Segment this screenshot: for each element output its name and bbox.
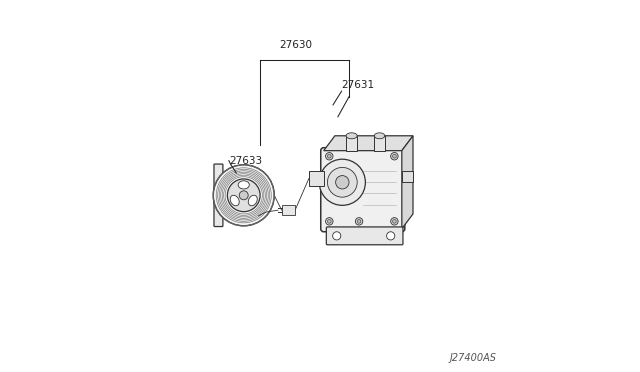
Bar — [282, 205, 295, 215]
Bar — [402, 171, 413, 182]
Text: J27400AS: J27400AS — [450, 353, 497, 363]
FancyBboxPatch shape — [321, 148, 405, 232]
Circle shape — [227, 179, 260, 212]
Circle shape — [335, 176, 349, 189]
Polygon shape — [324, 136, 413, 151]
Circle shape — [328, 167, 357, 197]
Ellipse shape — [230, 195, 239, 206]
Bar — [309, 171, 324, 186]
Circle shape — [213, 165, 275, 226]
Circle shape — [326, 153, 333, 160]
Circle shape — [392, 154, 396, 158]
FancyBboxPatch shape — [214, 164, 223, 227]
Circle shape — [357, 219, 361, 223]
Polygon shape — [402, 136, 413, 229]
Circle shape — [328, 154, 331, 158]
Circle shape — [392, 219, 396, 223]
Text: 27630: 27630 — [279, 40, 312, 50]
Text: 27633: 27633 — [229, 156, 262, 166]
Circle shape — [333, 232, 341, 240]
Circle shape — [239, 191, 248, 200]
Ellipse shape — [374, 133, 385, 139]
Bar — [346, 136, 357, 151]
Circle shape — [328, 219, 331, 223]
Circle shape — [390, 153, 398, 160]
FancyBboxPatch shape — [326, 227, 403, 245]
Ellipse shape — [346, 133, 357, 139]
Circle shape — [326, 218, 333, 225]
Circle shape — [319, 159, 365, 205]
Text: 27631: 27631 — [342, 80, 374, 90]
Ellipse shape — [238, 181, 250, 189]
Ellipse shape — [248, 195, 257, 206]
Circle shape — [355, 218, 363, 225]
Bar — [374, 136, 385, 151]
Circle shape — [390, 218, 398, 225]
Circle shape — [387, 232, 395, 240]
